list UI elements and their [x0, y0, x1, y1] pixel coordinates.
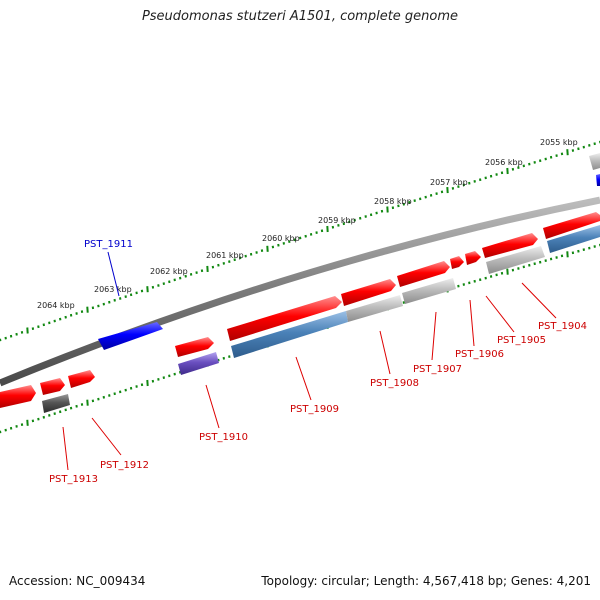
scale-label: 2062 kbp [150, 267, 188, 276]
scale-ticks-outer [0, 140, 600, 342]
gene-label[interactable]: PST_1907 [413, 364, 462, 375]
gene-steelblue[interactable] [231, 311, 348, 358]
gene-label[interactable]: PST_1910 [199, 432, 248, 443]
gene-track-inner [42, 225, 600, 413]
scale-label: 2059 kbp [318, 216, 356, 225]
gene-pst-1906[interactable] [450, 256, 464, 269]
gene-pst-1904[interactable] [543, 212, 600, 239]
label-leaders [62, 282, 557, 471]
gene-purple[interactable] [178, 352, 219, 375]
gene-label[interactable]: PST_1906 [455, 349, 504, 360]
label-leader-blue [107, 251, 120, 297]
genome-summary-text: Topology: circular; Length: 4,567,418 bp… [261, 574, 591, 588]
gene-label[interactable]: PST_1908 [370, 378, 419, 389]
scale-label: 2063 kbp [94, 285, 132, 294]
gene-pst-1909[interactable] [227, 296, 342, 341]
scale-label: 2055 kbp [540, 138, 578, 147]
scale-label: 2060 kbp [262, 234, 300, 243]
gene-red[interactable] [0, 385, 36, 408]
gene-track-outer [98, 153, 600, 350]
genome-backbone [0, 196, 600, 387]
scale-label: 2058 kbp [374, 197, 412, 206]
gene-label[interactable]: PST_1905 [497, 335, 546, 346]
gene-pst-1910[interactable] [175, 337, 214, 357]
gene-label[interactable]: PST_1913 [49, 474, 98, 485]
gene-dark-grey[interactable] [42, 394, 70, 413]
scale-label: 2056 kbp [485, 158, 523, 167]
gene-pst-1906b[interactable] [465, 251, 481, 265]
gene-label[interactable]: PST_1904 [538, 321, 587, 332]
gene-label[interactable]: PST_1912 [100, 460, 149, 471]
gene-label[interactable]: PST_1909 [290, 404, 339, 415]
gene-label-blue[interactable]: PST_1911 [84, 239, 133, 250]
gene-grey[interactable] [486, 246, 545, 274]
gene-pst-1905[interactable] [482, 233, 538, 258]
gene-pst-1908[interactable] [341, 279, 396, 306]
gene-feature-edge[interactable] [589, 153, 600, 170]
gene-pst-1911[interactable] [98, 322, 163, 350]
gene-grey[interactable] [346, 295, 403, 322]
gene-feature-edge-blue[interactable] [596, 174, 600, 186]
gene-grey[interactable] [402, 278, 456, 304]
gene-pst-1912[interactable] [68, 370, 95, 388]
gene-track-forward [0, 212, 600, 408]
gene-steelblue[interactable] [547, 225, 600, 253]
scale-label: 2064 kbp [37, 301, 75, 310]
gene-pst-1907[interactable] [397, 261, 450, 287]
accession-text: Accession: NC_009434 [9, 574, 146, 588]
figure-title: Pseudomonas stutzeri A1501, complete gen… [141, 9, 459, 24]
scale-label: 2057 kbp [430, 178, 468, 187]
gene-pst-1913[interactable] [40, 378, 65, 395]
scale-label: 2061 kbp [206, 251, 244, 260]
